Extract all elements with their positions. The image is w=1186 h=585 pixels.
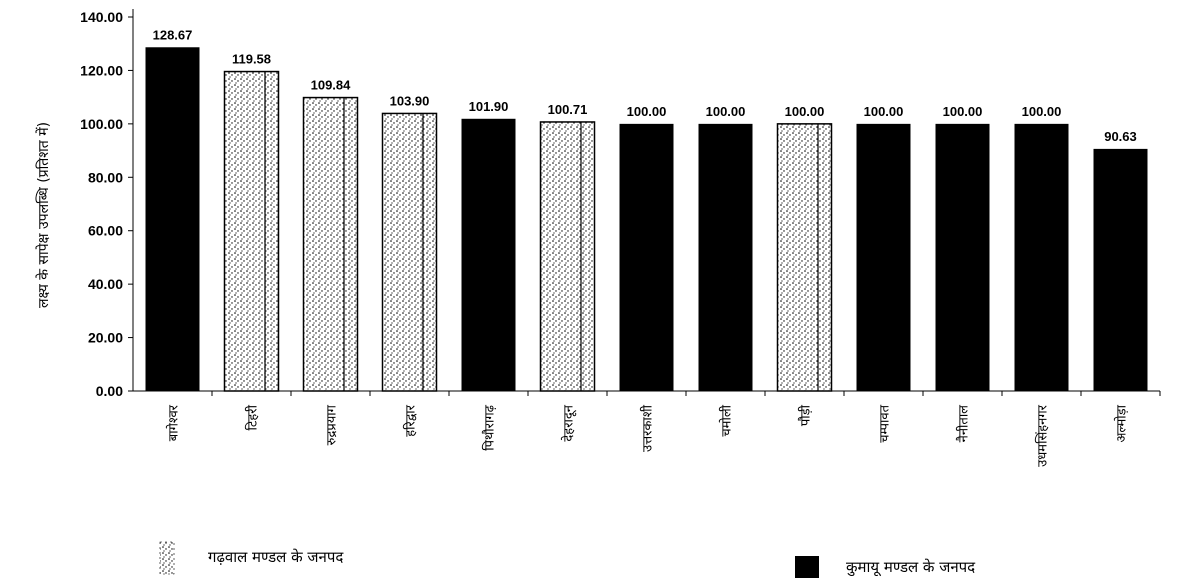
category-label: अल्मोड़ा [1114, 404, 1130, 442]
bars [145, 47, 1148, 392]
legend: गढ़वाल मण्डल के जनपद कुमायू मण्डल के जनप… [159, 541, 976, 578]
data-label: 101.90 [469, 99, 509, 114]
y-tick-label: 60.00 [88, 223, 123, 239]
category-label: बागेश्वर [166, 404, 182, 441]
y-tick-label: 40.00 [88, 276, 123, 292]
legend-label-kumaon: कुमायू मण्डल के जनपद [846, 558, 976, 577]
bar-garhwal [381, 112, 438, 392]
bar-kumaon [856, 123, 911, 391]
bar-kumaon [1093, 148, 1148, 391]
category-label: उत्तरकाशी [640, 404, 656, 452]
category-label: उधमसिंहनगर [1035, 404, 1051, 466]
legend-swatch-garhwal [159, 541, 175, 575]
data-label: 100.00 [864, 104, 904, 119]
category-label: टिहरी [245, 404, 261, 430]
data-label: 100.00 [627, 104, 667, 119]
bar-garhwal [302, 96, 359, 392]
category-label: चमोली [719, 404, 735, 436]
y-tick-label: 140.00 [80, 9, 123, 25]
bar-kumaon [145, 47, 200, 392]
data-label: 100.00 [943, 104, 983, 119]
bar-kumaon [935, 123, 990, 391]
data-label: 103.90 [390, 93, 430, 108]
category-label: पौड़ी [798, 404, 814, 426]
bar-kumaon [1014, 123, 1069, 391]
bar-kumaon [698, 123, 753, 391]
category-labels: बागेश्वर टिहरी रुद्रप्रयाग हरिद्वार पिथौरागढ… [166, 404, 1130, 467]
data-label: 100.71 [548, 102, 588, 117]
bar-kumaon [461, 118, 516, 391]
legend-label-garhwal: गढ़वाल मण्डल के जनपद [208, 548, 344, 566]
y-tick-label: 20.00 [88, 330, 123, 346]
data-label: 100.00 [706, 104, 746, 119]
bar-kumaon [619, 123, 674, 391]
legend-swatch-kumaon [795, 556, 819, 578]
y-tick-label: 100.00 [80, 116, 123, 132]
category-label: पिथौरागढ़ [482, 404, 498, 450]
data-label: 119.58 [232, 52, 271, 67]
y-tick-label: 120.00 [80, 62, 123, 78]
category-label: चम्पावत [878, 404, 893, 442]
legend-item-kumaon: कुमायू मण्डल के जनपद [795, 556, 976, 578]
category-label: रुद्रप्रयाग [325, 404, 340, 445]
bar-garhwal [223, 70, 280, 392]
bar-garhwal [539, 121, 596, 392]
category-label: नैनीताल [956, 405, 972, 443]
category-label: देहरादून [561, 404, 577, 441]
y-tick-label: 80.00 [88, 169, 123, 185]
y-tick-label: 0.00 [96, 383, 123, 399]
data-labels: 128.67 119.58 109.84 103.90 101.90 100.71 100.… [153, 27, 1137, 144]
data-label: 90.63 [1104, 129, 1137, 144]
legend-item-garhwal: गढ़वाल मण्डल के जनपद [159, 541, 344, 575]
data-label: 100.00 [785, 104, 825, 119]
data-label: 109.84 [311, 78, 352, 93]
y-axis-label: लक्ष्य के सापेक्ष उपलब्धि (प्रतिशत में) [35, 122, 52, 308]
data-label: 128.67 [153, 27, 193, 42]
bar-garhwal [776, 123, 833, 392]
data-label: 100.00 [1022, 104, 1062, 119]
category-label: हरिद्वार [403, 404, 419, 436]
